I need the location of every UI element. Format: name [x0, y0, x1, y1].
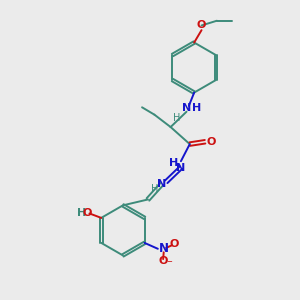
Text: N: N: [157, 179, 167, 189]
Text: O: O: [82, 208, 92, 218]
Text: O: O: [197, 20, 206, 30]
Text: N: N: [159, 242, 169, 255]
Text: ⁻: ⁻: [166, 259, 172, 269]
Text: O: O: [158, 256, 168, 266]
Text: H: H: [76, 208, 86, 218]
Text: H: H: [173, 113, 180, 124]
Text: H: H: [151, 184, 158, 194]
Text: N: N: [182, 103, 191, 113]
Text: N: N: [176, 163, 185, 173]
Text: O: O: [206, 137, 216, 147]
Text: H: H: [169, 158, 178, 168]
Text: H: H: [193, 103, 202, 113]
Text: O: O: [169, 239, 179, 249]
